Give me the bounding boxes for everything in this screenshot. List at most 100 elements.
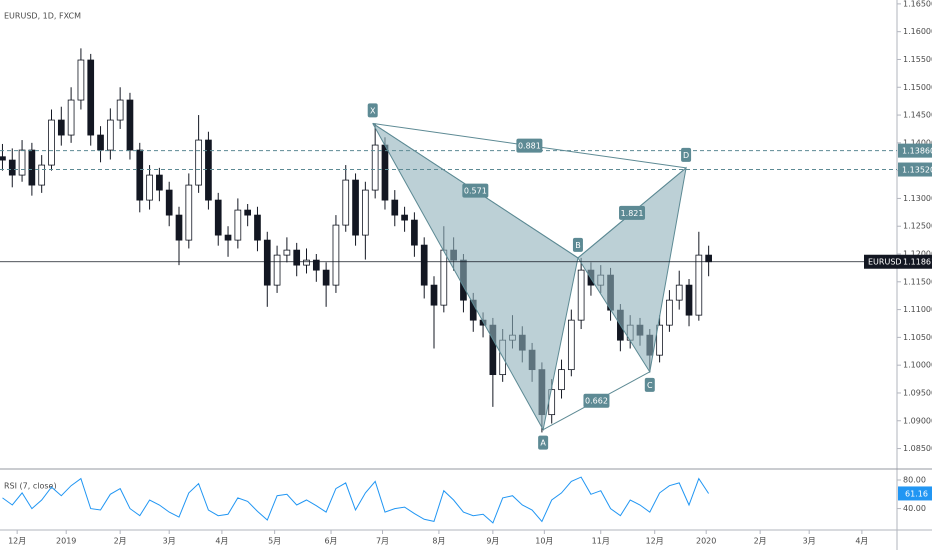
x-tick-label: 5月 [268, 537, 281, 546]
rsi-value-label: 61.16 [905, 489, 928, 498]
candle-body [312, 259, 320, 271]
level-label: 1.13520 [902, 166, 932, 175]
candle-body [18, 149, 26, 176]
ratio-box [619, 205, 646, 220]
y-tick-label: 1.09000 [903, 416, 932, 425]
x-tick-label: 3月 [163, 537, 176, 546]
candle-body [57, 119, 65, 136]
candle-body [558, 369, 565, 391]
x-tick-label: 8月 [432, 537, 445, 546]
point-label: A [540, 439, 546, 448]
last-price-label: 1.11861 [903, 258, 932, 267]
y-tick-label: 1.14000 [903, 138, 932, 147]
rsi-y-tick-label: 80.00 [903, 476, 926, 485]
candle-body [567, 319, 575, 371]
candle-body [156, 174, 163, 191]
y-tick-label: 1.13000 [903, 194, 932, 203]
rsi-title: RSI (7, close) [4, 482, 57, 491]
point-box [681, 147, 692, 162]
candle-body [28, 149, 36, 186]
candle-body [391, 199, 399, 216]
y-tick-label: 1.16000 [903, 27, 932, 36]
candle-body [273, 254, 281, 286]
x-tick-label: 2019 [56, 537, 76, 546]
level-box [898, 162, 932, 177]
candle-body [0, 156, 6, 161]
x-tick-label: 9月 [486, 537, 499, 546]
ratio-label: 0.881 [518, 142, 541, 151]
ratio-label: 0.571 [464, 187, 487, 196]
candle-body [38, 164, 46, 186]
candle-body [303, 259, 310, 266]
candle-body [342, 179, 350, 226]
y-tick-label: 1.12500 [903, 222, 932, 231]
candle-body [195, 139, 202, 186]
x-tick-label: 12月 [8, 537, 26, 546]
point-label: C [647, 381, 653, 390]
y-tick-label: 1.11500 [903, 277, 932, 286]
x-tick-label: 2月 [754, 537, 767, 546]
candle-body [67, 99, 75, 136]
candle-body [411, 219, 418, 246]
ratio-box [462, 183, 489, 198]
point-label: X [370, 106, 376, 115]
x-tick-label: 2020 [696, 537, 716, 546]
y-tick-label: 1.10500 [903, 333, 932, 342]
candle-body [48, 119, 55, 166]
candle-body [87, 59, 95, 136]
last-price-box [864, 254, 932, 269]
candle-body [283, 249, 291, 256]
candle-body [293, 249, 301, 266]
y-tick-label: 1.14500 [903, 111, 932, 120]
symbol-label: EURUSD [868, 258, 902, 267]
candle-body [420, 244, 428, 286]
candle-body [675, 284, 683, 301]
point-label: B [575, 241, 581, 250]
rsi-value-box [898, 486, 932, 501]
candle-body [254, 214, 261, 241]
candle-body [352, 179, 359, 236]
ratio-label: 0.662 [585, 397, 608, 406]
candle-body [371, 144, 379, 191]
candle-body [97, 134, 104, 151]
candle-body [666, 299, 673, 326]
candle-body [146, 174, 153, 201]
candle-body [322, 269, 330, 286]
point-box [644, 377, 655, 392]
candle-body [185, 184, 193, 241]
rsi-y-tick-label: 40.00 [903, 504, 926, 513]
candle-body [136, 149, 144, 201]
symbol-title: EURUSD, 1D, FXCM [4, 12, 81, 21]
point-box [538, 435, 549, 450]
x-tick-label: 4月 [215, 537, 228, 546]
candle-body [214, 199, 222, 236]
candle-body [362, 189, 369, 236]
y-tick-label: 1.16500 [903, 0, 932, 8]
ratio-box [583, 393, 610, 408]
x-tick-label: 7月 [376, 537, 389, 546]
y-tick-label: 1.15500 [903, 55, 932, 64]
point-box [367, 103, 378, 118]
y-tick-label: 1.15000 [903, 83, 932, 92]
candle-body [107, 119, 114, 151]
x-tick-label: 6月 [324, 537, 337, 546]
candle-body [263, 239, 271, 286]
candle-body [126, 99, 134, 151]
ratio-box [516, 138, 543, 153]
candle-body [440, 249, 448, 306]
candle-body [116, 99, 124, 121]
x-tick-label: 4月 [855, 537, 868, 546]
y-tick-label: 1.12000 [903, 250, 932, 259]
point-box [572, 237, 583, 252]
candle-body [685, 284, 693, 316]
candle-body [577, 269, 585, 321]
candle-body [77, 59, 85, 101]
level-box [898, 143, 932, 158]
x-tick-label: 11月 [592, 537, 610, 546]
candle-body [224, 234, 232, 241]
candle-body [656, 324, 663, 356]
candle-body [401, 214, 408, 221]
x-tick-label: 12月 [646, 537, 664, 546]
x-tick-label: 10月 [535, 537, 553, 546]
